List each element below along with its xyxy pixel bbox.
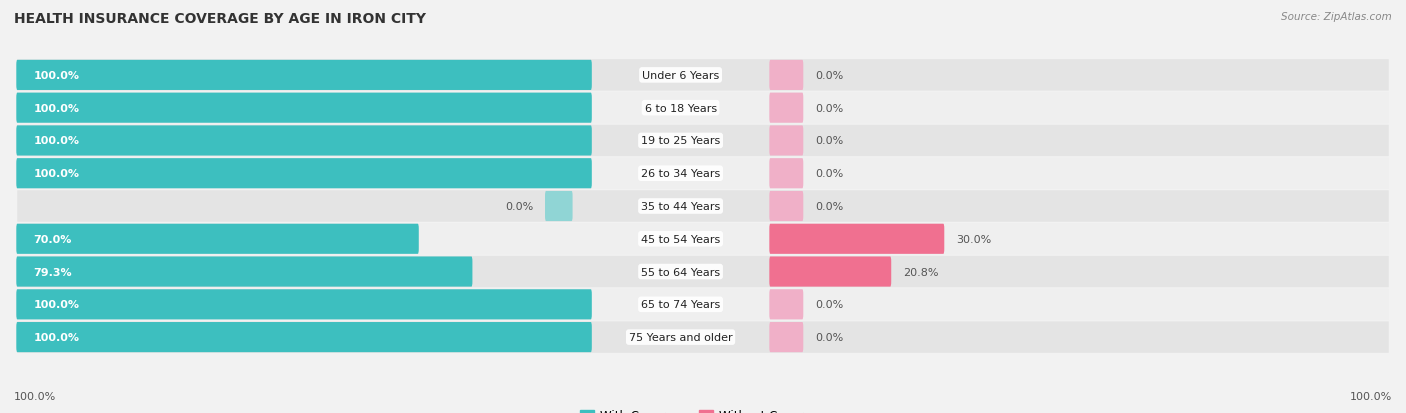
Text: 0.0%: 0.0%	[815, 103, 844, 114]
Text: 0.0%: 0.0%	[815, 71, 844, 81]
Text: 100.0%: 100.0%	[1350, 391, 1392, 401]
FancyBboxPatch shape	[17, 322, 1389, 353]
Text: 65 to 74 Years: 65 to 74 Years	[641, 299, 720, 310]
FancyBboxPatch shape	[17, 159, 592, 189]
FancyBboxPatch shape	[17, 322, 592, 352]
FancyBboxPatch shape	[546, 192, 572, 221]
FancyBboxPatch shape	[17, 256, 1389, 287]
FancyBboxPatch shape	[769, 322, 803, 352]
Text: 79.3%: 79.3%	[34, 267, 72, 277]
FancyBboxPatch shape	[769, 224, 945, 254]
Text: 30.0%: 30.0%	[956, 234, 991, 244]
FancyBboxPatch shape	[769, 93, 803, 123]
Text: Source: ZipAtlas.com: Source: ZipAtlas.com	[1281, 12, 1392, 22]
Legend: With Coverage, Without Coverage: With Coverage, Without Coverage	[575, 404, 831, 413]
FancyBboxPatch shape	[17, 290, 592, 320]
FancyBboxPatch shape	[17, 93, 592, 123]
FancyBboxPatch shape	[769, 257, 891, 287]
Text: 26 to 34 Years: 26 to 34 Years	[641, 169, 720, 179]
Text: 0.0%: 0.0%	[815, 169, 844, 179]
Text: 70.0%: 70.0%	[34, 234, 72, 244]
Text: 100.0%: 100.0%	[34, 136, 79, 146]
Text: 75 Years and older: 75 Years and older	[628, 332, 733, 342]
Text: 100.0%: 100.0%	[34, 169, 79, 179]
FancyBboxPatch shape	[17, 223, 1389, 255]
Text: 35 to 44 Years: 35 to 44 Years	[641, 202, 720, 211]
Text: 100.0%: 100.0%	[34, 71, 79, 81]
FancyBboxPatch shape	[769, 159, 803, 189]
Text: 100.0%: 100.0%	[14, 391, 56, 401]
FancyBboxPatch shape	[17, 191, 1389, 222]
Text: 0.0%: 0.0%	[815, 332, 844, 342]
Text: 0.0%: 0.0%	[815, 136, 844, 146]
FancyBboxPatch shape	[769, 61, 803, 91]
Text: HEALTH INSURANCE COVERAGE BY AGE IN IRON CITY: HEALTH INSURANCE COVERAGE BY AGE IN IRON…	[14, 12, 426, 26]
Text: 100.0%: 100.0%	[34, 299, 79, 310]
FancyBboxPatch shape	[17, 126, 592, 156]
Text: 100.0%: 100.0%	[34, 332, 79, 342]
FancyBboxPatch shape	[769, 290, 803, 320]
Text: 55 to 64 Years: 55 to 64 Years	[641, 267, 720, 277]
FancyBboxPatch shape	[17, 60, 1389, 91]
Text: 45 to 54 Years: 45 to 54 Years	[641, 234, 720, 244]
Text: Under 6 Years: Under 6 Years	[643, 71, 720, 81]
FancyBboxPatch shape	[17, 224, 419, 254]
Text: 20.8%: 20.8%	[903, 267, 939, 277]
FancyBboxPatch shape	[17, 158, 1389, 190]
FancyBboxPatch shape	[17, 257, 472, 287]
Text: 6 to 18 Years: 6 to 18 Years	[644, 103, 717, 114]
Text: 100.0%: 100.0%	[34, 103, 79, 114]
FancyBboxPatch shape	[769, 126, 803, 156]
FancyBboxPatch shape	[17, 126, 1389, 157]
Text: 0.0%: 0.0%	[815, 299, 844, 310]
FancyBboxPatch shape	[17, 61, 592, 91]
Text: 0.0%: 0.0%	[505, 202, 533, 211]
FancyBboxPatch shape	[17, 289, 1389, 320]
Text: 19 to 25 Years: 19 to 25 Years	[641, 136, 720, 146]
FancyBboxPatch shape	[17, 93, 1389, 124]
Text: 0.0%: 0.0%	[815, 202, 844, 211]
FancyBboxPatch shape	[769, 192, 803, 221]
